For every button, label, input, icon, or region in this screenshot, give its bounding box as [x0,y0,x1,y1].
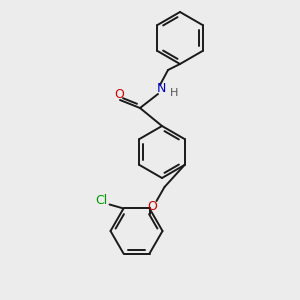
Text: O: O [148,200,158,214]
Text: O: O [114,88,124,100]
Text: N: N [156,82,166,95]
Text: Cl: Cl [95,194,108,207]
Text: H: H [170,88,178,98]
